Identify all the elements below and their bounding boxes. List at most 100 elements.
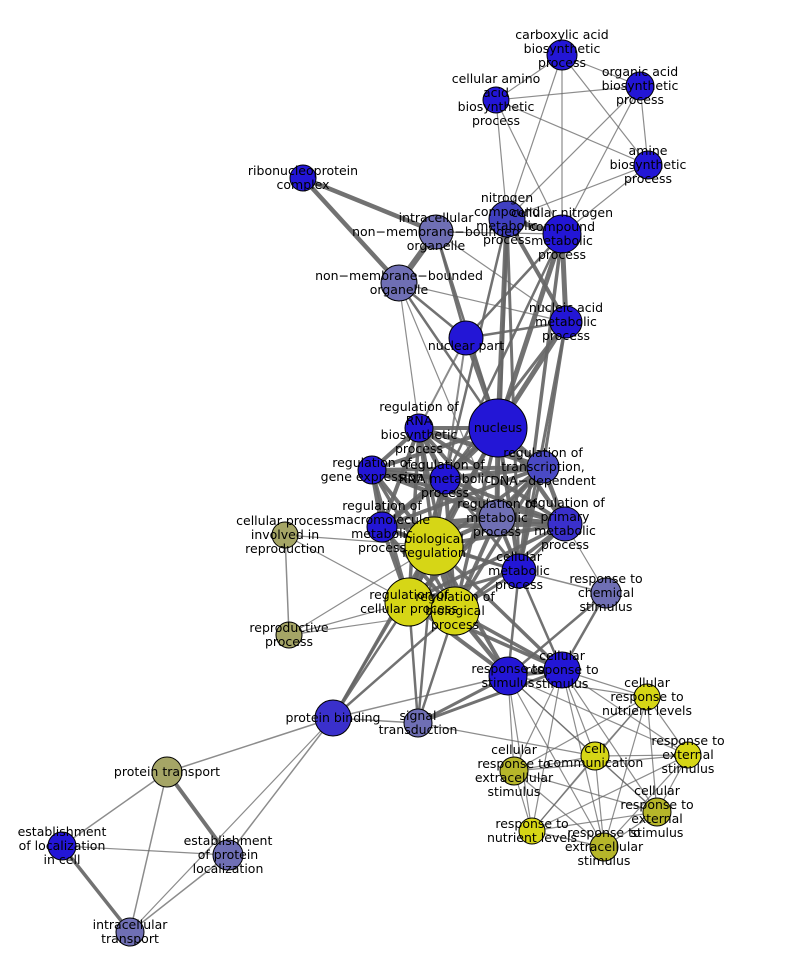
graph-edge [513, 669, 563, 772]
graph-node-regulation-of-rna-metabolic-process[interactable]: regulation of RNA metabolic process [429, 463, 461, 495]
graph-edge [284, 534, 290, 636]
edge-layer [60, 54, 689, 934]
graph-node-label: nucleus [474, 420, 522, 435]
graph-edge [166, 717, 334, 773]
graph-node-organic-acid-biosynthetic-process[interactable]: organic acid biosynthetic process [625, 71, 655, 101]
graph-node-nuclear-part[interactable]: nuclear part [448, 320, 484, 356]
node-layer[interactable]: carboxylic acid biosynthetic process orga… [47, 39, 702, 947]
graph-node-regulation-of-metabolic-process[interactable]: regulation of metabolic process [478, 499, 516, 537]
graph-edge [61, 771, 168, 847]
graph-node-label: organic acid biosynthetic process [602, 64, 679, 107]
graph-edge [300, 175, 439, 235]
graph-edge [506, 591, 608, 678]
graph-edge [417, 722, 596, 757]
graph-node-label: nitrogen compound metabolic process [474, 190, 540, 247]
graph-node-label: protein transport [114, 764, 220, 779]
graph-node-label: cellular nitrogen compound metabolic proces… [511, 205, 613, 262]
graph-node-establishment-of-protein-localization[interactable]: establishment of protein localization [212, 839, 244, 871]
graph-edge [495, 99, 563, 235]
graph-node-carboxylic-acid-biosynthetic-process[interactable]: carboxylic acid biosynthetic process [546, 39, 578, 71]
graph-edge [398, 282, 420, 429]
graph-node-cellular-metabolic-process[interactable]: cellular metabolic process [501, 553, 537, 589]
graph-node-cell-communication[interactable]: cell communication [580, 741, 610, 771]
graph-edge [531, 755, 596, 832]
graph-node-intracellular-non-membrane-bounded-organelle[interactable]: intracellular non−membrane−bounded organ… [418, 214, 454, 250]
graph-node-protein-binding[interactable]: protein binding [314, 699, 352, 737]
graph-edge [507, 675, 533, 832]
graph-node-label: regulation of RNA biosynthetic process [379, 399, 459, 456]
graph-node-label: intracellular non−membrane−bounded organel… [352, 210, 520, 253]
graph-node-nitrogen-compound-metabolic-process[interactable]: nitrogen compound metabolic process [488, 200, 526, 238]
graph-node-regulation-of-primary-metabolic-process[interactable]: regulation of primary metabolic process [547, 506, 583, 542]
graph-node-cellular-amino-acid-biosynthetic-process[interactable]: cellular amino acid biosynthetic process [482, 86, 510, 114]
graph-node-non-membrane-bounded-organelle[interactable]: non−membrane−bounded organelle [380, 264, 418, 302]
graph-edge [417, 426, 567, 526]
graph-node-response-to-extracellular-stimulus[interactable]: response to extracellular stimulus [589, 832, 619, 862]
graph-node-protein-transport[interactable]: protein transport [151, 756, 183, 788]
graph-edge [369, 467, 500, 521]
graph-edge [495, 99, 508, 220]
graph-edge [331, 609, 457, 720]
graph-edge [370, 468, 567, 526]
graph-node-label: non−membrane−bounded organelle [315, 268, 483, 297]
graph-node-label: regulation of RNA metabolic process [399, 457, 492, 500]
graph-node-label: carboxylic acid biosynthetic process [515, 27, 608, 70]
graph-edge [531, 669, 563, 832]
graph-node-establishment-of-localization-in-cell[interactable]: establishment of localization in cell [47, 831, 77, 861]
graph-node-response-to-stimulus[interactable]: response to stimulus [488, 656, 528, 696]
graph-node-label: cellular response to external stimulus [620, 783, 693, 840]
graph-node-cellular-nitrogen-compound-metabolic-process[interactable]: cellular nitrogen compound metabolic pro… [542, 214, 582, 254]
graph-node-label: cell communication [547, 741, 644, 770]
graph-node-biological-regulation[interactable]: biological regulation [404, 516, 464, 576]
graph-node-ribonucleoprotein-complex[interactable]: ribonucleoprotein complex [289, 164, 317, 192]
graph-edge [370, 465, 545, 472]
graph-node-response-to-chemical-stimulus[interactable]: response to chemical stimulus [590, 577, 622, 609]
graph-node-regulation-of-biological-process[interactable]: regulation of biological process [430, 586, 480, 636]
graph-node-nucleus[interactable]: nucleus [468, 398, 528, 458]
graph-node-label: cellular response to stimulus [525, 648, 598, 691]
graph-edge [531, 811, 658, 832]
graph-edge [531, 754, 689, 832]
graph-node-regulation-of-macromolecule-metabolic-process[interactable]: regulation of macromolecule metabolic pr… [366, 511, 398, 543]
graph-node-cellular-response-to-stimulus[interactable]: cellular response to stimulus [543, 651, 581, 689]
graph-node-amine-biosynthetic-process[interactable]: amine biosynthetic process [633, 150, 663, 180]
graph-node-signal-transduction[interactable]: signal transduction [403, 708, 433, 738]
graph-edge [603, 754, 689, 848]
graph-node-cellular-process-involved-in-reproduction[interactable]: cellular process involved in reproductio… [271, 521, 299, 549]
graph-edge [561, 669, 689, 756]
graph-edge [513, 770, 658, 813]
label-layer: carboxylic acid biosynthetic processorgani… [18, 27, 725, 946]
graph-node-label: regulation of cellular process [360, 587, 458, 616]
graph-edge [505, 217, 568, 324]
graph-edge [398, 282, 567, 323]
graph-node-reproductive-process[interactable]: reproductive process [275, 621, 303, 649]
graph-node-cellular-response-to-extracellular-stimulus[interactable]: cellular response to extracellular stimu… [499, 756, 529, 786]
graph-node-label: response to chemical stimulus [569, 571, 642, 614]
graph-edge [332, 675, 509, 719]
graph-edge [60, 844, 132, 934]
graph-edge [561, 85, 641, 235]
graph-edge [594, 755, 605, 848]
graph-node-label: regulation of primary metabolic process [525, 495, 605, 552]
graph-edge [300, 175, 402, 286]
graph-edge [331, 426, 500, 720]
graph-node-label: regulation of metabolic process [457, 496, 537, 539]
graph-node-cellular-response-to-nutrient-levels[interactable]: cellular response to nutrient levels [633, 683, 661, 711]
graph-node-label: regulation of macromolecule metabolic proce… [334, 498, 430, 555]
graph-node-intracellular-transport[interactable]: intracellular transport [115, 917, 145, 947]
graph-edge [227, 717, 334, 856]
graph-node-response-to-nutrient-levels[interactable]: response to nutrient levels [518, 817, 546, 845]
graph-node-regulation-of-transcription-dna-dependent[interactable]: regulation of transcription, DNA−depende… [526, 450, 560, 484]
graph-node-label: biological regulation [402, 531, 466, 560]
graph-edge [165, 770, 230, 857]
graph-edge [416, 668, 564, 725]
graph-node-nucleic-acid-metabolic-process[interactable]: nucleic acid metabolic process [549, 305, 583, 339]
graph-node-regulation-of-gene-expression[interactable]: regulation of gene expression [357, 455, 387, 485]
graph-node-regulation-of-rna-biosynthetic-process[interactable]: regulation of RNA biosynthetic process [404, 413, 434, 443]
graph-edge [495, 99, 649, 166]
graph-node-response-to-external-stimulus[interactable]: response to external stimulus [674, 741, 702, 769]
graph-node-cellular-response-to-external-stimulus[interactable]: cellular response to external stimulus [642, 797, 672, 827]
graph-node-label: cellular response to extracellular stimulus [475, 742, 554, 799]
